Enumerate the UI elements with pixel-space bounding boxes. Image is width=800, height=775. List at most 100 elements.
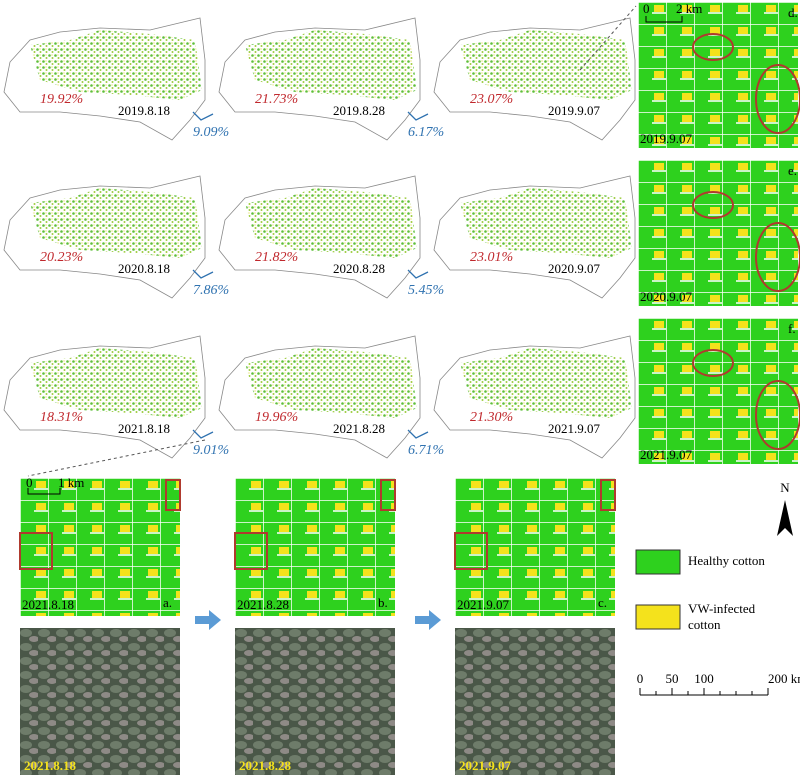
overview-map: 19.92% 2019.8.18	[3, 17, 206, 141]
overview-map: 21.30% 2021.9.07	[433, 335, 636, 459]
panel-date: 2021.9.07	[640, 447, 693, 462]
change-percent: 9.01%	[193, 443, 229, 458]
scale-zero: 0	[643, 1, 650, 16]
scale-line	[645, 16, 683, 23]
legend-swatch	[635, 604, 681, 630]
highlight	[380, 479, 396, 511]
map-date: 2019.9.07	[548, 103, 601, 118]
photo-date: 2021.9.07	[459, 758, 512, 773]
panel-date: 2021.9.07	[457, 597, 510, 612]
highlight	[755, 64, 800, 134]
change-arrow	[192, 269, 214, 279]
field-image	[20, 478, 180, 616]
infection-percent: 21.82%	[255, 250, 298, 265]
infection-percent: 23.07%	[470, 92, 513, 107]
scale-label: 1 km	[58, 475, 84, 490]
infection-percent: 18.31%	[40, 410, 83, 425]
link-line	[579, 5, 637, 71]
field-photo: 2021.8.18	[20, 628, 180, 775]
photo	[20, 628, 180, 775]
infection-percent: 21.73%	[255, 92, 298, 107]
detail-image	[638, 318, 798, 464]
scale-bar-label: 0	[637, 671, 644, 686]
detail-image	[638, 2, 798, 148]
cotton-area	[30, 348, 202, 418]
detail-panel: e. 2020.9.07	[638, 160, 800, 306]
cotton-area	[460, 348, 632, 418]
legend-swatch	[635, 549, 681, 575]
detail-panel: f. 2021.9.07	[638, 318, 800, 464]
highlight	[692, 191, 734, 219]
cotton-area	[460, 188, 632, 258]
scale-zero: 0	[26, 475, 33, 490]
panel-date: 2020.9.07	[640, 289, 693, 304]
field-panel: c. 2021.9.07	[454, 478, 616, 616]
highlight	[692, 349, 734, 377]
overview-map: 20.23% 2020.8.18	[3, 175, 206, 299]
field-panel: a. 2021.8.18 0 1 km	[19, 475, 181, 616]
scale-bar-label: 200 km	[768, 671, 800, 686]
highlight	[755, 222, 800, 292]
photo	[235, 628, 395, 775]
field-photo: 2021.8.28	[235, 628, 395, 775]
legend-label: VW-infected cotton	[688, 601, 756, 632]
change-arrow	[192, 429, 214, 439]
north-arrow	[777, 500, 793, 536]
highlight	[692, 33, 734, 61]
change-arrow	[407, 269, 429, 279]
panel-letter: a.	[163, 595, 172, 610]
map-date: 2021.8.18	[118, 421, 170, 436]
change-arrow	[192, 111, 214, 121]
overview-map: 18.31% 2021.8.18	[3, 335, 206, 459]
highlight	[19, 532, 53, 570]
map-date: 2019.8.28	[333, 103, 385, 118]
change-percent: 6.71%	[408, 443, 444, 458]
cotton-area	[245, 188, 417, 258]
map-date: 2020.8.28	[333, 261, 385, 276]
link-line	[27, 439, 206, 477]
panel-letter: d.	[788, 5, 798, 20]
infection-percent: 21.30%	[470, 410, 513, 425]
photo-date: 2021.8.28	[239, 758, 292, 773]
cotton-area	[245, 348, 417, 418]
change-percent: 7.86%	[193, 283, 229, 298]
overview-map: 21.73% 2019.8.28	[218, 17, 421, 141]
infection-percent: 23.01%	[470, 250, 513, 265]
infection-percent: 20.23%	[40, 250, 83, 265]
north-label: N	[780, 480, 790, 495]
change-arrow	[407, 111, 429, 121]
photo-date: 2021.8.18	[24, 758, 77, 773]
map-date: 2020.9.07	[548, 261, 601, 276]
infection-percent: 19.96%	[255, 410, 298, 425]
scale-bar-label: 50	[666, 671, 679, 686]
cotton-area	[460, 30, 632, 100]
overview-map: 21.82% 2020.8.28	[218, 175, 421, 299]
map-date: 2020.8.18	[118, 261, 170, 276]
highlight	[454, 532, 488, 570]
panel-date: 2019.9.07	[640, 131, 693, 146]
overview-map: 23.07% 2019.9.07	[433, 17, 636, 141]
step-arrow	[195, 610, 221, 630]
scale-line	[27, 488, 61, 495]
highlight	[600, 479, 616, 511]
change-percent: 6.17%	[408, 125, 444, 140]
detail-image	[638, 160, 798, 306]
change-arrow	[407, 429, 429, 439]
panel-date: 2021.8.18	[22, 597, 74, 612]
step-arrow	[415, 610, 441, 630]
map-date: 2021.8.28	[333, 421, 385, 436]
cotton-area	[245, 30, 417, 100]
highlight	[234, 532, 268, 570]
panel-date: 2021.8.28	[237, 597, 289, 612]
field-panel: b. 2021.8.28	[234, 478, 396, 616]
panel-letter: e.	[788, 163, 797, 178]
change-percent: 5.45%	[408, 283, 444, 298]
scale-bar	[639, 688, 769, 696]
field-photo: 2021.9.07	[455, 628, 615, 775]
map-date: 2021.9.07	[548, 421, 601, 436]
panel-letter: c.	[598, 595, 607, 610]
panel-letter: f.	[788, 321, 796, 336]
change-percent: 9.09%	[193, 125, 229, 140]
legend-label: Healthy cotton	[688, 553, 765, 568]
field-image	[235, 478, 395, 616]
